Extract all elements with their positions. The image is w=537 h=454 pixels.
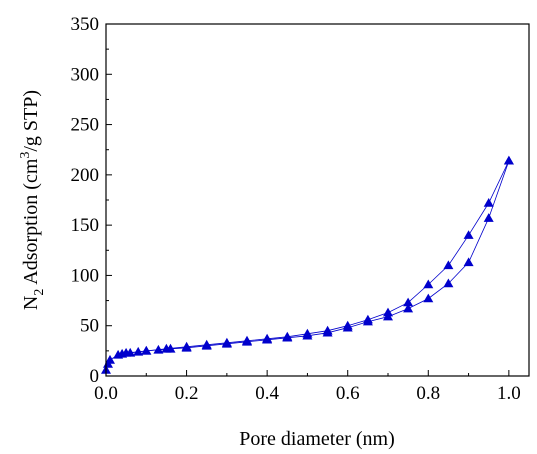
data-point (403, 303, 414, 313)
data-point (443, 260, 454, 270)
y-tick-label: 200 (71, 165, 100, 186)
data-point (383, 307, 393, 317)
data-point (483, 213, 494, 222)
y-axis-label-exponent: 3 (18, 152, 33, 159)
data-point (141, 345, 152, 355)
data-point (181, 341, 192, 351)
plot-frame (105, 23, 530, 377)
data-point (322, 325, 333, 335)
y-tick-label: 250 (71, 115, 100, 136)
series-1-line (122, 160, 510, 355)
x-tick-label: 0.4 (255, 383, 279, 404)
y-axis-label-suffix: /g STP) (20, 90, 42, 152)
data-point (242, 335, 252, 345)
data-point (423, 293, 434, 303)
x-tick-label: 0.0 (94, 383, 118, 404)
y-axis-label-prefix: N (20, 296, 42, 310)
data-point (201, 339, 212, 349)
x-tick-label: 1.0 (497, 383, 521, 404)
data-point (403, 297, 414, 307)
y-tick-label: 100 (71, 265, 100, 286)
y-axis-label-middle: Adsorption (cm (20, 158, 42, 288)
data-point (161, 343, 172, 353)
y-axis-label: N2 Adsorption (cm3/g STP) (18, 90, 47, 310)
data-point (282, 331, 293, 341)
x-axis-label: Pore diameter (nm) (239, 428, 395, 450)
x-tick-label: 0.6 (336, 383, 360, 404)
data-point (117, 348, 128, 358)
data-point (125, 347, 136, 357)
y-axis-label-subscript: 2 (32, 289, 47, 296)
data-point (302, 328, 313, 338)
data-point (221, 337, 232, 347)
data-point (463, 257, 474, 267)
y-tick-label: 150 (71, 215, 100, 236)
data-point (105, 354, 115, 364)
data-point (262, 333, 273, 343)
x-tick-label: 0.2 (175, 383, 199, 404)
y-tick-label: 350 (71, 14, 100, 35)
data-point (483, 198, 494, 207)
x-tick-label: 0.8 (416, 383, 440, 404)
y-tick-label: 50 (80, 316, 99, 337)
y-tick-label: 0 (90, 366, 100, 387)
y-tick-label: 300 (71, 64, 100, 85)
data-point (133, 346, 144, 356)
data-point (503, 155, 514, 165)
data-point (362, 314, 373, 324)
data-point (443, 278, 454, 288)
data-point (423, 279, 434, 289)
data-point (463, 230, 474, 239)
data-point (342, 320, 353, 330)
